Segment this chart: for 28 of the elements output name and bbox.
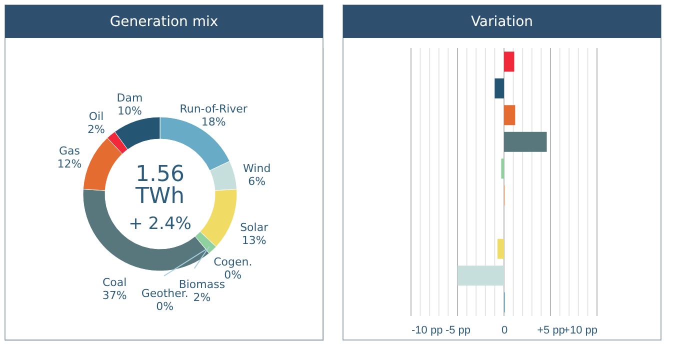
- text: TWh: [134, 184, 185, 209]
- legend-label: Cogen.: [214, 255, 252, 268]
- data-label: 18%: [201, 116, 226, 129]
- text: 0%: [224, 268, 242, 282]
- x-tick-label: +5 pp: [537, 324, 565, 336]
- x-tick-label: +10 pp: [564, 324, 598, 336]
- x-tick-label: -10 pp: [412, 324, 443, 336]
- slice-label: Run-of-River: [180, 102, 248, 116]
- slice-label: Wind: [243, 162, 271, 176]
- text: 0%: [156, 300, 174, 313]
- slice-label: Solar: [240, 220, 269, 234]
- slice-label: Oil: [88, 110, 104, 123]
- slice-label: Coal: [102, 276, 127, 290]
- text: + 2.4%: [128, 214, 192, 234]
- data-label: 2%: [88, 122, 105, 136]
- slice-label: Dam: [116, 92, 143, 105]
- x-tick-label: -5 pp: [445, 324, 471, 336]
- data-label: 12%: [57, 157, 82, 170]
- data-label: 13%: [242, 234, 266, 247]
- slice-label: Gas: [59, 144, 80, 158]
- x-tick-label: 0: [501, 324, 508, 336]
- chart-title: Generation mix: [110, 14, 218, 30]
- chart-title: Variation: [470, 14, 534, 30]
- data-label: 10%: [118, 104, 142, 118]
- text: 1.56: [136, 162, 184, 187]
- data-label: 6%: [248, 175, 266, 188]
- data-label: 2%: [193, 290, 211, 304]
- data-label: 37%: [102, 289, 127, 302]
